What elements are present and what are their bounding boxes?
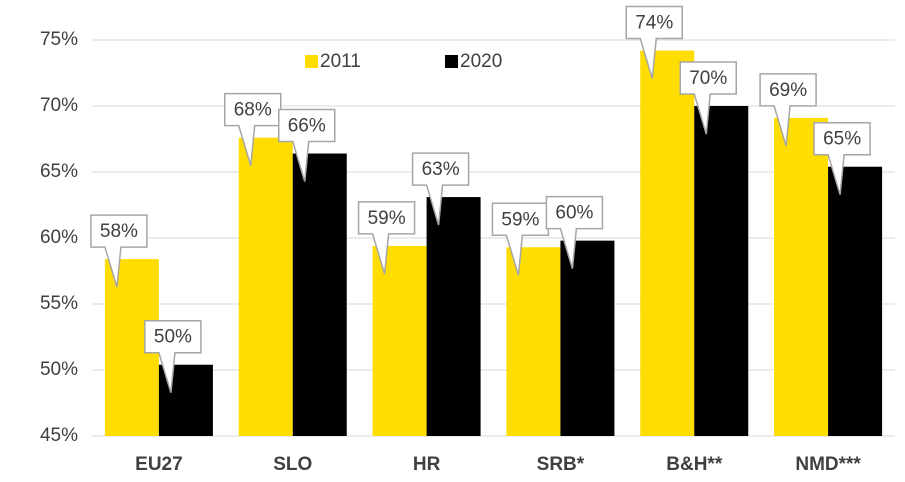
callout bbox=[357, 201, 416, 275]
callout bbox=[813, 121, 871, 195]
callout bbox=[90, 214, 148, 288]
y-tick-label: 60% bbox=[40, 227, 78, 248]
x-tick-label: SLO bbox=[273, 454, 312, 475]
x-tick-label: B&H** bbox=[666, 454, 723, 475]
callout bbox=[625, 5, 683, 79]
data-label-text: 58% bbox=[100, 221, 138, 242]
callout bbox=[679, 61, 737, 135]
data-label-text: 65% bbox=[823, 129, 861, 150]
bar bbox=[506, 247, 561, 436]
y-tick-label: 75% bbox=[40, 29, 78, 50]
legend-swatch bbox=[305, 55, 318, 68]
data-label: 66% bbox=[278, 108, 336, 182]
data-label-text: 59% bbox=[501, 209, 539, 230]
bar bbox=[640, 50, 695, 437]
x-tick-label: HR bbox=[413, 454, 441, 475]
bar bbox=[238, 137, 293, 436]
callout bbox=[411, 152, 470, 226]
data-label-text: 70% bbox=[689, 68, 727, 89]
x-tick-label: SRB* bbox=[537, 454, 585, 475]
x-tick-label: NMD*** bbox=[795, 454, 861, 475]
data-label-text: 50% bbox=[154, 327, 192, 348]
callout bbox=[545, 195, 604, 269]
data-label: 63% bbox=[411, 152, 470, 226]
data-label-text: 69% bbox=[769, 80, 807, 101]
bar bbox=[372, 245, 427, 436]
legend-label: 2020 bbox=[460, 51, 502, 72]
data-label: 59% bbox=[357, 201, 416, 275]
callout bbox=[278, 108, 336, 182]
callout bbox=[759, 73, 817, 147]
data-label: 59% bbox=[491, 202, 550, 276]
bar bbox=[426, 197, 481, 436]
legend-swatch bbox=[445, 55, 458, 68]
data-label: 68% bbox=[224, 92, 282, 166]
callout bbox=[144, 319, 202, 393]
bar bbox=[694, 106, 749, 436]
data-label-text: 60% bbox=[555, 203, 593, 224]
data-label: 50% bbox=[144, 319, 202, 393]
y-tick-label: 45% bbox=[40, 425, 78, 446]
data-label-text: 68% bbox=[234, 100, 272, 121]
y-tick-label: 70% bbox=[40, 95, 78, 116]
y-tick-label: 55% bbox=[40, 293, 78, 314]
data-label-text: 63% bbox=[422, 159, 460, 180]
data-label: 70% bbox=[679, 61, 737, 135]
bar bbox=[828, 166, 883, 436]
x-tick-label: EU27 bbox=[135, 454, 183, 475]
legend-label: 2011 bbox=[320, 51, 361, 72]
y-tick-label: 50% bbox=[40, 359, 78, 380]
data-label-text: 59% bbox=[368, 208, 406, 229]
data-label: 58% bbox=[90, 214, 148, 288]
data-label: 74% bbox=[625, 5, 683, 79]
bar bbox=[774, 117, 829, 436]
data-label: 60% bbox=[545, 195, 604, 269]
y-tick-label: 65% bbox=[40, 161, 78, 182]
data-label: 65% bbox=[813, 121, 871, 195]
bar bbox=[292, 153, 347, 436]
callout bbox=[224, 92, 282, 166]
bar bbox=[560, 240, 615, 436]
data-label-text: 66% bbox=[288, 116, 326, 137]
data-label: 69% bbox=[759, 73, 817, 147]
data-label-text: 74% bbox=[635, 13, 673, 34]
